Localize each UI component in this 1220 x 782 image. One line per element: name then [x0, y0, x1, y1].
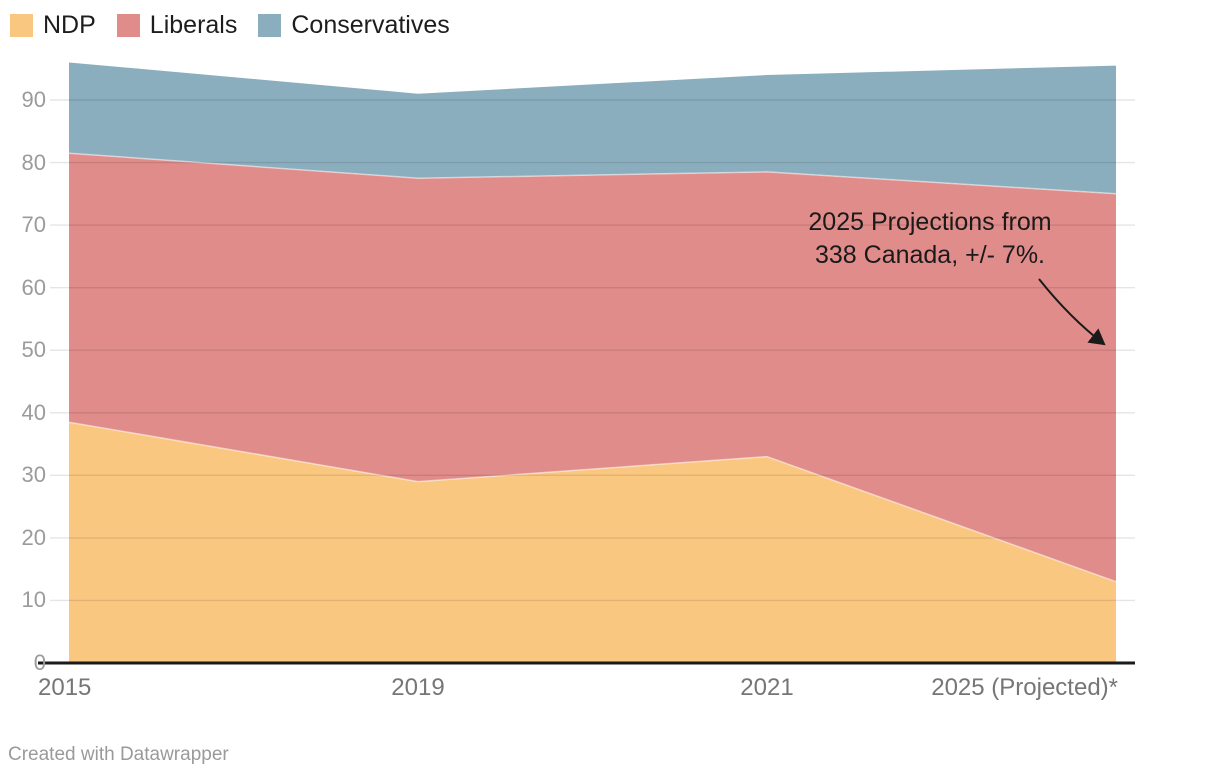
- area-ndp: [69, 422, 1116, 663]
- legend-item-ndp: NDP: [10, 13, 96, 38]
- y-axis-label-60: 60: [21, 274, 46, 300]
- ndp-swatch-icon: [10, 14, 33, 37]
- area-boundary-line: [68, 421, 1117, 583]
- annotation-line-1: 2025 Projections from: [808, 208, 1052, 236]
- y-axis-label-10: 10: [21, 587, 46, 613]
- y-axis-label-90: 90: [21, 87, 46, 112]
- y-axis-label-0: 0: [33, 650, 46, 675]
- legend-label-liberals: Liberals: [149, 11, 238, 39]
- y-axis-label-40: 40: [21, 399, 46, 425]
- legend-label-conservatives: Conservatives: [291, 11, 450, 39]
- x-axis-baseline: [38, 661, 1135, 665]
- y-axis-label-20: 20: [21, 524, 46, 550]
- area-boundary-line: [68, 152, 1117, 195]
- y-axis-label-50: 50: [21, 337, 46, 363]
- x-axis-label-1: 2015: [38, 674, 92, 701]
- annotation-text: 2025 Projections from 338 Canada, +/- 7%…: [808, 206, 1051, 272]
- x-axis-label-2: 2019: [391, 674, 445, 701]
- legend-label-ndp: NDP: [43, 11, 96, 39]
- area-liberals: [69, 153, 1116, 582]
- legend: NDP Liberals Conservatives: [10, 13, 450, 38]
- annotation-line-2: 338 Canada, +/- 7%.: [814, 241, 1046, 269]
- liberals-swatch-icon: [116, 14, 140, 37]
- x-axis-label-3: 2021: [740, 674, 794, 701]
- area-conservatives: [69, 62, 1116, 194]
- y-axis-label-70: 70: [21, 212, 46, 238]
- y-axis-label-30: 30: [21, 462, 46, 488]
- x-axis-label-4: 2025 (Projected)*: [931, 674, 1118, 701]
- annotation-arrow: [1038, 278, 1106, 346]
- legend-item-liberals: Liberals: [116, 11, 238, 39]
- legend-item-conservatives: Conservatives: [258, 11, 450, 39]
- footer-credit: Created with Datawrapper: [8, 744, 229, 765]
- y-axis-label-80: 80: [21, 149, 46, 175]
- conservatives-swatch-icon: [258, 14, 282, 37]
